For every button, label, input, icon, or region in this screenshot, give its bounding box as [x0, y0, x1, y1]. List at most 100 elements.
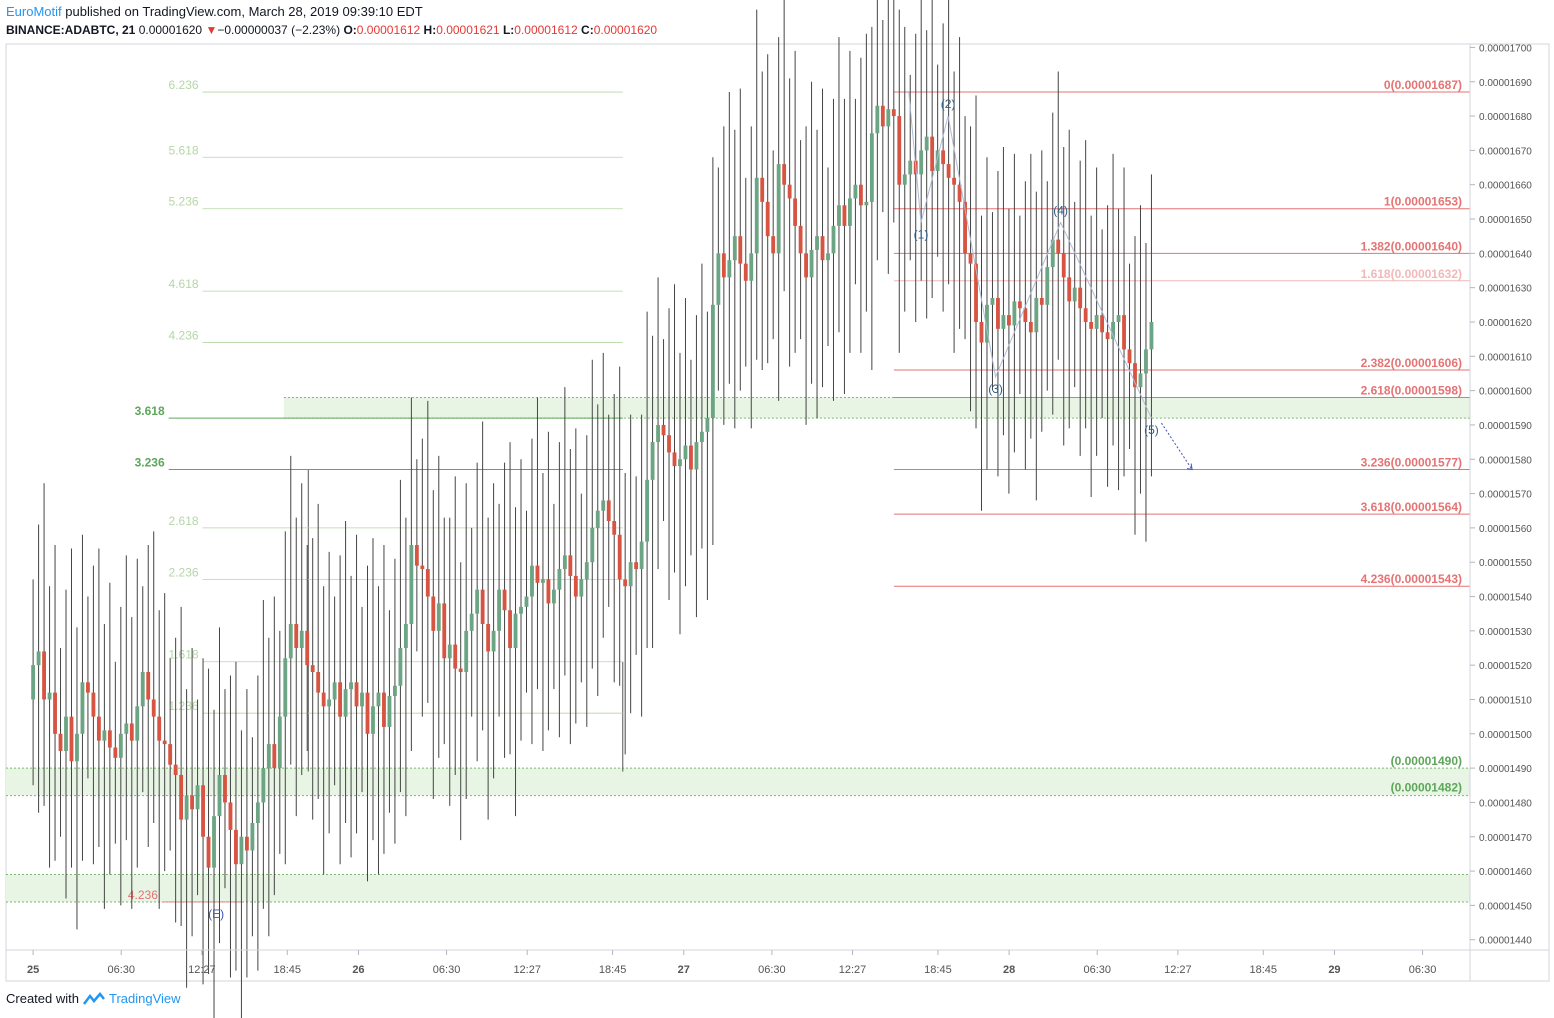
fib-right-label: 4.236(0.00001543)	[1361, 572, 1462, 586]
candle	[327, 551, 332, 834]
support-zones: (0.00001490) (0.00001482)	[6, 396, 1470, 903]
candle-body	[124, 723, 129, 734]
candle	[1072, 201, 1077, 388]
candle-body	[1138, 373, 1143, 388]
fib-left-label: 2.236	[169, 565, 199, 579]
candle	[425, 400, 430, 703]
candle	[650, 335, 655, 648]
candle	[968, 126, 973, 412]
time-tick-label: 18:45	[924, 964, 952, 976]
candle	[431, 490, 436, 799]
candle	[546, 431, 551, 731]
tradingview-link[interactable]: TradingView	[108, 991, 181, 1006]
created-with-text: Created with	[6, 991, 79, 1006]
candle	[124, 555, 129, 841]
candle	[924, 30, 929, 319]
candle-body	[1023, 308, 1028, 322]
low-label: L:	[502, 23, 515, 37]
support-zone	[6, 768, 1470, 796]
candle-body	[606, 500, 611, 522]
candle	[694, 315, 699, 618]
candle	[853, 98, 858, 285]
candle	[173, 637, 178, 923]
candle-body	[343, 689, 348, 717]
candle	[129, 617, 134, 909]
candle-body	[409, 545, 414, 624]
close-value: 0.00001620	[593, 23, 658, 37]
candle	[815, 129, 819, 419]
time-axis[interactable]: 25 06:30 12:27 18:45 26 06:30 12:27 18:45 27 06:3…	[6, 949, 1549, 976]
candle-body	[1144, 349, 1148, 374]
candle	[667, 308, 671, 600]
candle-body	[848, 198, 852, 226]
candle-body	[820, 236, 825, 261]
projection-arrowhead-icon	[1187, 463, 1193, 471]
candle	[721, 126, 726, 425]
price-tick-label: 0.00001670	[1479, 146, 1532, 157]
candle	[771, 150, 776, 340]
wave-label: (3)	[988, 382, 1003, 396]
candle	[535, 397, 540, 690]
candle-body	[530, 565, 534, 597]
time-tick-label: 12:27	[1164, 964, 1192, 976]
candle-body	[382, 692, 386, 727]
candle-body	[661, 424, 666, 436]
candle	[475, 462, 480, 762]
candle-body	[118, 733, 123, 758]
candle	[612, 394, 617, 683]
fib-left-label: 5.236	[169, 195, 199, 209]
candle	[414, 459, 419, 652]
price-tick-label: 0.00001700	[1479, 43, 1532, 54]
candle-body	[316, 672, 321, 693]
fib-left-label: 1.236	[169, 699, 199, 713]
price-tick-label: 0.00001440	[1479, 936, 1532, 947]
candle	[201, 658, 205, 985]
fib-right-label: 0(0.00001687)	[1384, 78, 1462, 92]
candle	[787, 78, 792, 367]
candle	[354, 534, 359, 834]
price-axis[interactable]: 0.00001700 0.00001690 0.00001680 0.00001670…	[1469, 43, 1532, 981]
candle	[1105, 205, 1110, 487]
fib-right-label: 3.236(0.00001577)	[1361, 456, 1462, 470]
candle-body	[716, 253, 721, 305]
symbol-label[interactable]: BINANCE:ADABTC, 21	[6, 23, 136, 37]
candle-body	[310, 665, 315, 673]
candle	[212, 709, 216, 1018]
fib-right-label: 1.382(0.00001640)	[1361, 239, 1462, 253]
candle	[1034, 191, 1039, 501]
candle	[952, 71, 957, 353]
candle	[683, 297, 688, 587]
candle	[782, 0, 787, 292]
candle-body	[69, 716, 74, 762]
candle-body	[217, 774, 222, 817]
candle-body	[190, 795, 195, 810]
candle	[754, 9, 759, 360]
candle	[371, 538, 375, 841]
author-link[interactable]: EuroMotif	[6, 4, 62, 19]
fib-right-label: 2.382(0.00001606)	[1361, 356, 1462, 370]
candle-body	[96, 716, 101, 741]
open-value: 0.00001612	[356, 23, 421, 37]
candle-body	[946, 164, 951, 178]
time-tick-label: 06:30	[433, 964, 461, 976]
candle	[689, 359, 693, 556]
candle	[365, 565, 370, 882]
candle	[469, 527, 474, 717]
candle	[1149, 174, 1154, 477]
candle-body	[831, 225, 836, 254]
candle-body	[1061, 253, 1066, 278]
fib-left-label: 3.236	[135, 456, 165, 470]
candle-body	[195, 785, 200, 810]
candle	[935, 64, 940, 257]
candle	[288, 455, 293, 765]
wave-label: (2)	[941, 97, 956, 111]
candle-body	[365, 692, 370, 734]
candle	[930, 0, 935, 298]
candle	[162, 593, 167, 872]
candle	[1122, 167, 1126, 477]
candle	[617, 366, 622, 686]
candle	[1111, 153, 1115, 446]
candle	[919, 0, 924, 281]
candle-body	[787, 184, 792, 199]
